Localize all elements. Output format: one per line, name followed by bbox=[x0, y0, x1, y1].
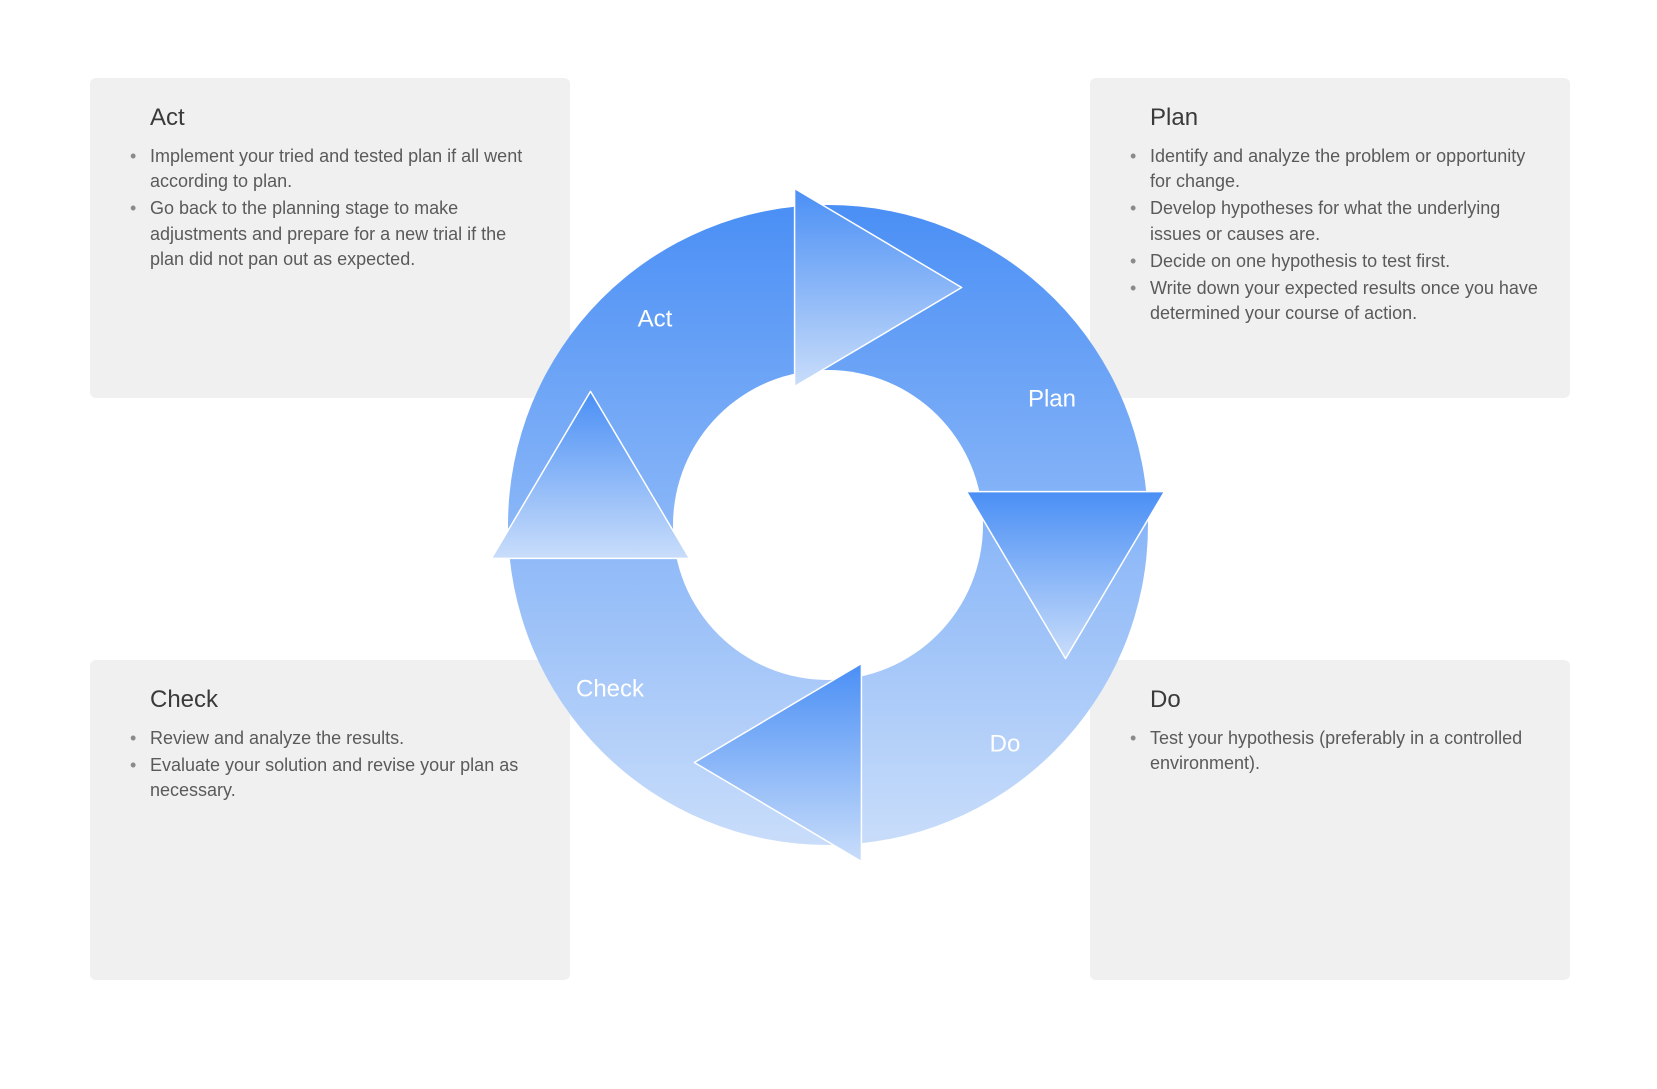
ring-label-plan: Plan bbox=[1028, 385, 1076, 412]
ring-label-do: Do bbox=[990, 730, 1021, 757]
pdca-cycle-ring: Act Plan Do Check bbox=[0, 0, 1657, 1089]
ring-label-check: Check bbox=[576, 675, 645, 702]
ring-label-act: Act bbox=[638, 305, 673, 332]
